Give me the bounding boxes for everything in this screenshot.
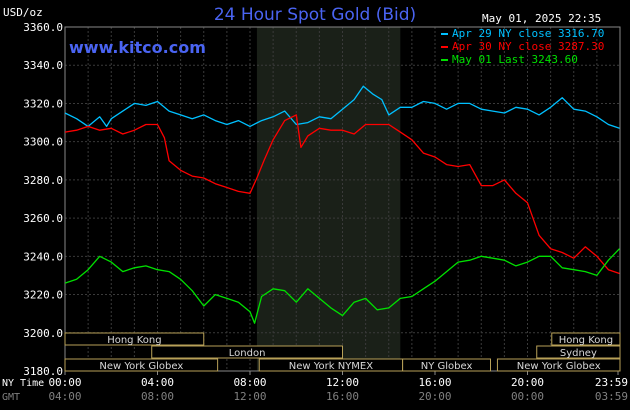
- session-bar-label: Hong Kong: [559, 335, 613, 346]
- x-tick-label-gmt: 12:00: [233, 390, 266, 403]
- session-bar: [151, 345, 343, 359]
- y-tick-label: 3360.0: [23, 21, 63, 34]
- x-tick-label-gmt: 03:59: [595, 390, 628, 403]
- timestamp: May 01, 2025 22:35: [482, 12, 602, 25]
- series-line: [64, 85, 620, 129]
- y-tick-label: 3320.0: [23, 97, 63, 110]
- x-tick-label-gmt: 04:00: [48, 390, 81, 403]
- y-tick-label: 3260.0: [23, 212, 63, 225]
- chart-title: 24 Hour Spot Gold (Bid): [213, 5, 417, 25]
- x-tick-label-gmt: 20:00: [418, 390, 451, 403]
- x-tick-label-ny: 16:00: [418, 376, 451, 389]
- x-tick-label-ny: 20:00: [511, 376, 544, 389]
- y-tick-label: 3180.0: [23, 365, 63, 378]
- y-tick-label: 3340.0: [23, 59, 63, 72]
- session-bar-label: London: [229, 348, 266, 359]
- session-bar-label: New York NYMEX: [289, 361, 374, 372]
- session-bar: [64, 332, 205, 346]
- session-bar-label: New York Globex: [99, 361, 183, 372]
- session-bar-label: Hong Kong: [107, 335, 161, 346]
- y-tick-label: 3300.0: [23, 136, 63, 149]
- unit-label: USD/oz: [3, 6, 43, 19]
- session-bar-label: NY Globex: [421, 361, 473, 372]
- series-line: [64, 114, 620, 275]
- website-link[interactable]: www.kitco.com: [69, 38, 206, 57]
- series-line: [64, 248, 620, 324]
- legend-entry: May 01 Last 3243.60: [452, 53, 578, 66]
- legend-entry: Apr 29 NY close 3316.70: [452, 27, 604, 40]
- x-tick-label-ny: 00:00: [48, 376, 81, 389]
- session-bar: [496, 358, 621, 372]
- y-tick-label: 3220.0: [23, 289, 63, 302]
- session-bar: [551, 332, 621, 346]
- session-bar: [536, 345, 621, 359]
- y-tick-label: 3240.0: [23, 250, 63, 263]
- y-tick-label: 3200.0: [23, 327, 63, 340]
- x-tick-label-ny: 12:00: [326, 376, 359, 389]
- x-tick-label-ny: 04:00: [141, 376, 174, 389]
- session-bar-label: Sydney: [560, 348, 597, 359]
- y-tick-label: 3280.0: [23, 174, 63, 187]
- x-row-label-gmt: GMT: [2, 392, 20, 403]
- session-bar-label: New York Globex: [517, 361, 601, 372]
- shaded-session: [256, 27, 401, 371]
- session-bar: [64, 358, 219, 372]
- x-tick-label-ny: 23:59: [595, 376, 628, 389]
- x-tick-label-ny: 08:00: [233, 376, 266, 389]
- x-tick-label-gmt: 00:00: [511, 390, 544, 403]
- legend-entry: Apr 30 NY close 3287.30: [452, 40, 604, 53]
- session-bar: [402, 358, 491, 372]
- x-tick-label-gmt: 08:00: [141, 390, 174, 403]
- x-tick-label-gmt: 16:00: [326, 390, 359, 403]
- x-row-label-ny: NY Time: [2, 378, 44, 389]
